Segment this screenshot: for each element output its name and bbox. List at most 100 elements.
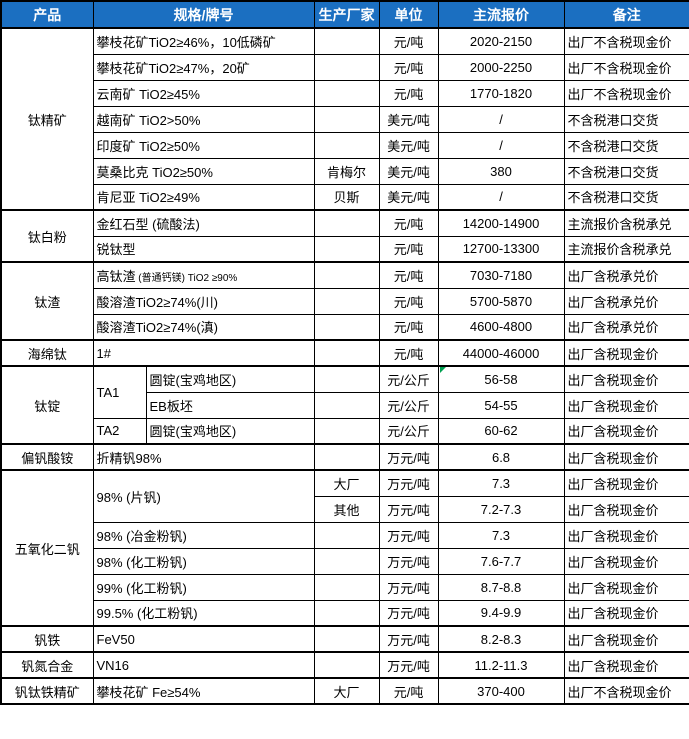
cell-note: 不含税港口交货 xyxy=(563,105,689,133)
cell-unit: 元/公斤 xyxy=(378,417,439,445)
cell-unit: 元/吨 xyxy=(378,313,439,341)
cell-unit: 万元/吨 xyxy=(378,573,439,601)
cell-manufacturer xyxy=(313,391,380,419)
cell-product-group: 海绵钛 xyxy=(0,339,94,367)
cell-product-group: 钛锭 xyxy=(0,365,94,445)
cell-price: 8.7-8.8 xyxy=(437,573,565,601)
cell-product-group: 钛精矿 xyxy=(0,27,94,211)
cell-note: 出厂含税现金价 xyxy=(563,599,689,627)
cell-price: 5700-5870 xyxy=(437,287,565,315)
cell-price: 370-400 xyxy=(437,677,565,705)
cell-product-group: 五氧化二钒 xyxy=(0,469,94,627)
cell-manufacturer xyxy=(313,313,380,341)
cell-note: 出厂含税现金价 xyxy=(563,521,689,549)
cell-manufacturer xyxy=(313,521,380,549)
cell-price: 7.6-7.7 xyxy=(437,547,565,575)
spec-detail: (普通钙镁) TiO2 ≥90% xyxy=(135,272,238,284)
table-row: 酸溶渣TiO2≥74%(滇) 元/吨 4600-4800 出厂含税承兑价 xyxy=(1,313,689,341)
cell-manufacturer xyxy=(313,235,380,263)
cell-spec: 99% (化工粉钒) xyxy=(92,573,315,601)
cell-price: 12700-13300 xyxy=(437,235,565,263)
table-row: 钒氮合金 VN16 万元/吨 11.2-11.3 出厂含税现金价 xyxy=(0,651,689,679)
cell-unit: 元/吨 xyxy=(378,209,439,237)
cell-grade: TA1 xyxy=(92,365,147,419)
header-row: 产品 规格/牌号 生产厂家 单位 主流报价 备注 xyxy=(0,0,689,29)
cell-price: 380 xyxy=(437,157,565,185)
column-header-unit: 单位 xyxy=(378,0,439,29)
column-header-note: 备注 xyxy=(563,0,689,29)
cell-manufacturer xyxy=(313,599,380,627)
cell-note: 出厂含税现金价 xyxy=(563,469,689,497)
column-header-price: 主流报价 xyxy=(437,0,565,29)
table-row: 99% (化工粉钒) 万元/吨 8.7-8.8 出厂含税现金价 xyxy=(1,573,689,601)
cell-manufacturer xyxy=(313,261,380,289)
cell-manufacturer xyxy=(313,79,380,107)
table-row: 99.5% (化工粉钒) 万元/吨 9.4-9.9 出厂含税现金价 xyxy=(1,599,689,627)
cell-product-group: 钛渣 xyxy=(0,261,94,341)
cell-price: 11.2-11.3 xyxy=(437,651,565,679)
table-row: 98% (冶金粉钒) 万元/吨 7.3 出厂含税现金价 xyxy=(1,521,689,549)
cell-unit: 元/吨 xyxy=(378,287,439,315)
cell-price: 7030-7180 xyxy=(437,261,565,289)
cell-unit: 万元/吨 xyxy=(378,547,439,575)
cell-manufacturer xyxy=(313,209,380,237)
cell-unit: 元/吨 xyxy=(378,339,439,367)
cell-note: 出厂含税承兑价 xyxy=(563,313,689,341)
cell-spec: 98% (化工粉钒) xyxy=(92,547,315,575)
table-row: 肯尼亚 TiO2≥49% 贝斯 美元/吨 / 不含税港口交货 xyxy=(1,183,689,211)
cell-spec: 金红石型 (硫酸法) xyxy=(92,209,315,237)
cell-manufacturer xyxy=(313,365,380,393)
table-row: 钒铁 FeV50 万元/吨 8.2-8.3 出厂含税现金价 xyxy=(0,625,689,653)
cell-manufacturer xyxy=(313,417,380,445)
cell-spec: 攀枝花矿TiO2≥47%，20矿 xyxy=(92,53,315,81)
cell-manufacturer xyxy=(313,443,380,471)
cell-note: 出厂含税现金价 xyxy=(563,365,689,393)
cell-note: 主流报价含税承兑 xyxy=(563,235,689,263)
cell-form: 圆锭(宝鸡地区) xyxy=(145,417,315,445)
cell-note: 不含税港口交货 xyxy=(563,131,689,159)
cell-note: 出厂含税现金价 xyxy=(563,651,689,679)
cell-manufacturer xyxy=(313,105,380,133)
cell-manufacturer: 肯梅尔 xyxy=(313,157,380,185)
cell-manufacturer xyxy=(313,53,380,81)
cell-manufacturer xyxy=(313,131,380,159)
cell-note: 不含税港口交货 xyxy=(563,183,689,211)
cell-manufacturer: 大厂 xyxy=(313,469,380,497)
cell-note: 出厂不含税现金价 xyxy=(563,79,689,107)
cell-manufacturer xyxy=(313,573,380,601)
table-row: 钛锭 TA1 圆锭(宝鸡地区) 元/公斤 56-58 出厂含税现金价 xyxy=(0,365,689,445)
table-row: 钛精矿 攀枝花矿TiO2≥46%，10低磷矿 元/吨 2020-2150 出厂不… xyxy=(0,27,689,211)
cell-note: 出厂含税承兑价 xyxy=(563,261,689,289)
cell-price: 2020-2150 xyxy=(437,27,565,55)
cell-product-group: 钒铁 xyxy=(0,625,94,653)
cell-spec: VN16 xyxy=(92,651,315,679)
cell-spec: 锐钛型 xyxy=(92,235,315,263)
cell-unit: 元/公斤 xyxy=(378,365,439,393)
cell-price: / xyxy=(437,183,565,211)
table-row: 偏钒酸铵 折精钒98% 万元/吨 6.8 出厂含税现金价 xyxy=(0,443,689,471)
cell-spec: 1# xyxy=(92,339,315,367)
cell-price: 1770-1820 xyxy=(437,79,565,107)
cell-note: 出厂不含税现金价 xyxy=(563,677,689,705)
cell-unit: 万元/吨 xyxy=(378,469,439,497)
cell-unit: 元/公斤 xyxy=(378,391,439,419)
cell-note: 出厂含税现金价 xyxy=(563,391,689,419)
cell-price: 6.8 xyxy=(437,443,565,471)
table-row: 云南矿 TiO2≥45% 元/吨 1770-1820 出厂不含税现金价 xyxy=(1,79,689,107)
cell-price: / xyxy=(437,131,565,159)
cell-note: 出厂含税现金价 xyxy=(563,495,689,523)
cell-manufacturer xyxy=(313,625,380,653)
cell-product-group: 钒钛铁精矿 xyxy=(0,677,94,705)
cell-price: 60-62 xyxy=(437,417,565,445)
cell-manufacturer xyxy=(313,547,380,575)
cell-product-group: 钛白粉 xyxy=(0,209,94,263)
cell-price: 56-58 xyxy=(437,365,565,393)
table-row: 酸溶渣TiO2≥74%(川) 元/吨 5700-5870 出厂含税承兑价 xyxy=(1,287,689,315)
mineral-price-table: 产品 规格/牌号 生产厂家 单位 主流报价 备注 钛精矿 攀枝花矿TiO2≥46… xyxy=(0,0,689,705)
cell-spec: 高钛渣 (普通钙镁) TiO2 ≥90% xyxy=(92,261,315,289)
cell-product-group: 钒氮合金 xyxy=(0,651,94,679)
cell-unit: 万元/吨 xyxy=(378,443,439,471)
cell-manufacturer: 贝斯 xyxy=(313,183,380,211)
table-row: 钒钛铁精矿 攀枝花矿 Fe≥54% 大厂 元/吨 370-400 出厂不含税现金… xyxy=(0,677,689,705)
cell-unit: 元/吨 xyxy=(378,79,439,107)
